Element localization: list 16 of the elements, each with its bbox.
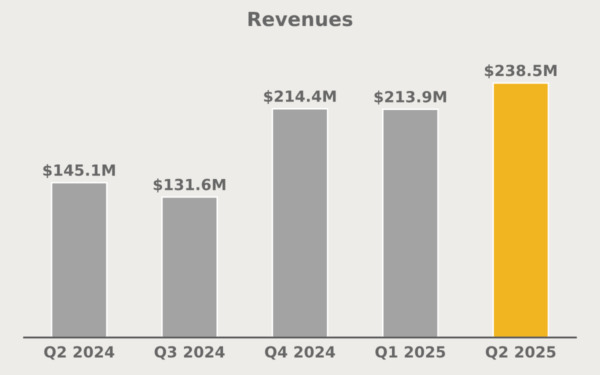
bar: [382, 108, 439, 338]
data-label: $238.5M: [484, 64, 556, 78]
bar: [50, 182, 108, 338]
bar: [492, 82, 550, 338]
x-tick-label: Q1 2025: [375, 346, 446, 360]
x-tick-label: Q4 2024: [265, 346, 336, 360]
x-tick-label: Q2 2024: [44, 346, 114, 360]
x-tick-label: Q3 2024: [154, 346, 225, 360]
x-tick-label: Q2 2025: [486, 346, 556, 360]
data-label: $145.1M: [43, 164, 115, 178]
chart-title: Revenues: [248, 12, 352, 26]
data-label: $213.9M: [374, 90, 446, 105]
bar: [161, 196, 218, 338]
data-label: $214.4M: [264, 90, 336, 104]
bar: [272, 108, 328, 338]
data-label: $131.6M: [154, 178, 226, 192]
